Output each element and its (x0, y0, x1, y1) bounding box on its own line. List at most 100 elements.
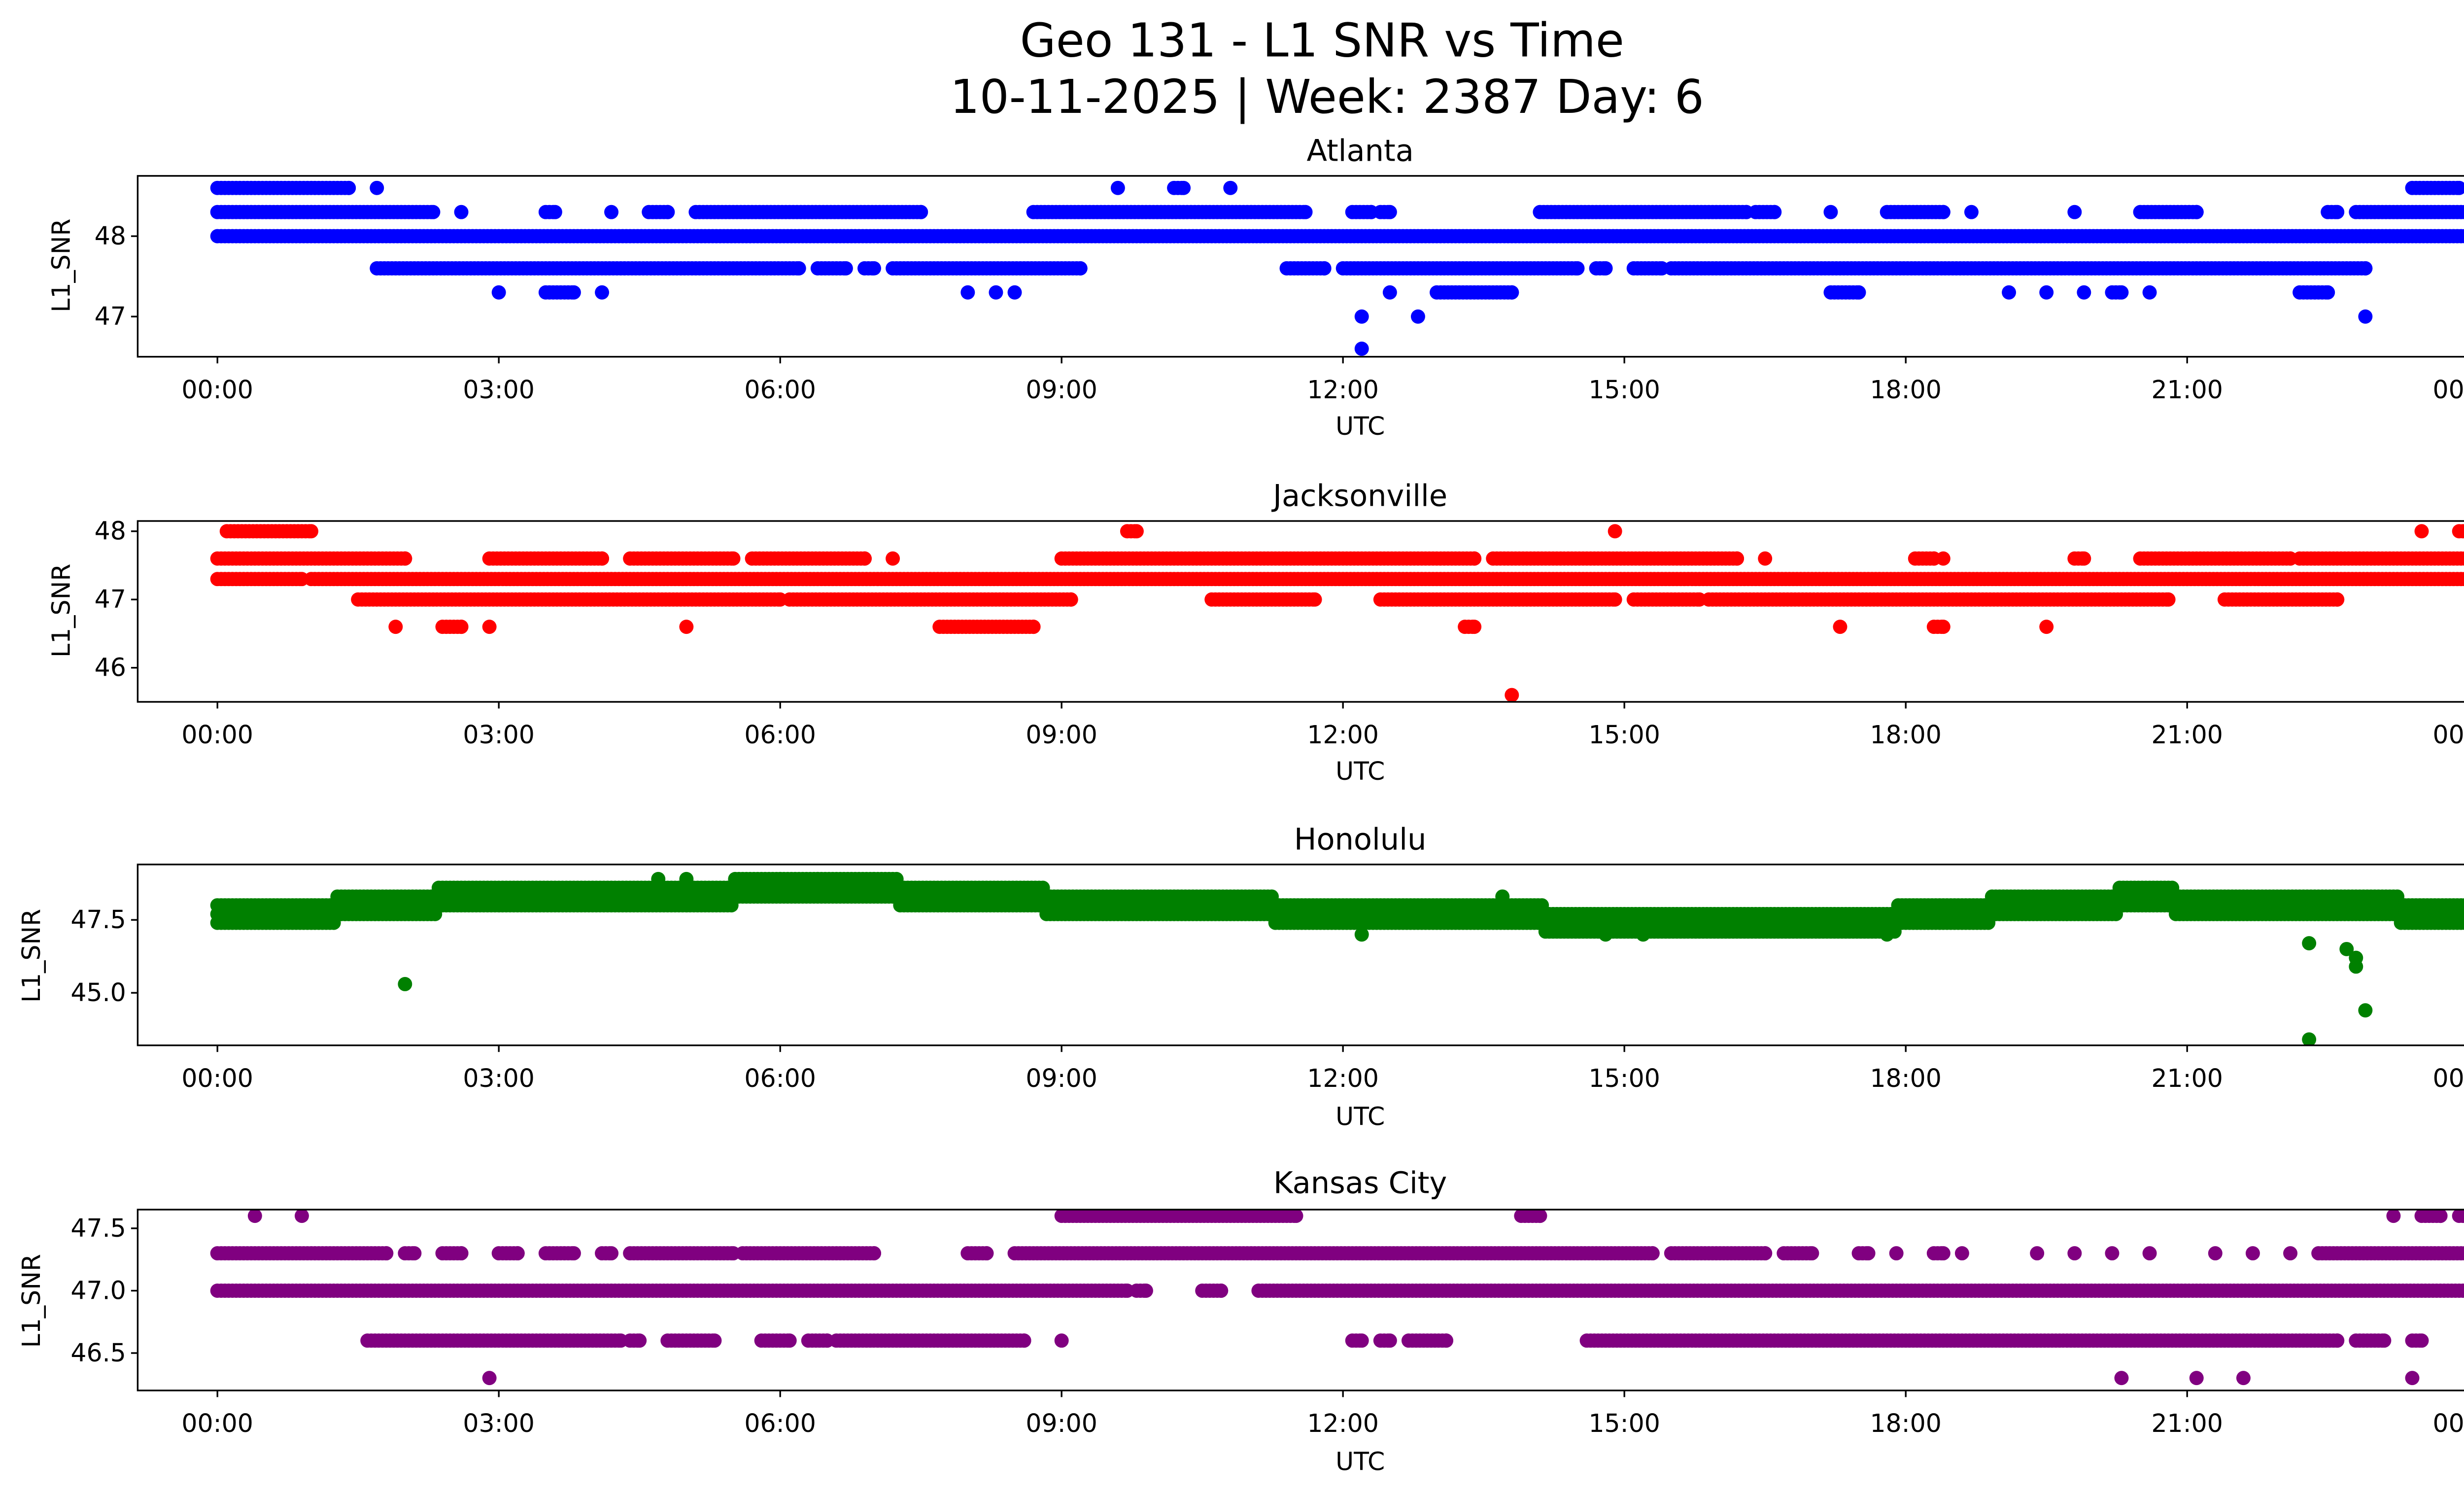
data-point (2114, 285, 2129, 300)
data-point (2039, 285, 2054, 300)
data-point (2452, 180, 2464, 195)
x-tick-label: 06:00 (744, 375, 816, 404)
data-point (1758, 551, 1773, 566)
data-point (595, 551, 610, 566)
data-point (2349, 959, 2363, 974)
x-tick-label: 06:00 (744, 1064, 816, 1093)
x-tick-label: 06:00 (744, 720, 816, 749)
data-point (1176, 180, 1191, 195)
data-point (2077, 551, 2091, 566)
data-point (1495, 889, 1510, 904)
x-tick-label: 00:00 (2432, 375, 2464, 404)
data-point (595, 285, 610, 300)
x-tick-label: 09:00 (1026, 375, 1097, 404)
data-point (1129, 524, 1144, 539)
data-point (1936, 620, 1951, 634)
data-point (1073, 261, 1088, 276)
y-axis-label: L1_SNR (46, 218, 75, 312)
scatter-series (210, 871, 2464, 1045)
data-point (454, 620, 469, 634)
data-point (482, 620, 497, 634)
data-point (1354, 341, 1369, 356)
data-point (342, 180, 356, 195)
data-point (1467, 551, 1482, 566)
y-tick-label: 48 (95, 221, 126, 250)
x-tick-label: 18:00 (1870, 375, 1941, 404)
data-point (1307, 592, 1322, 607)
x-tick-label: 15:00 (1588, 375, 1660, 404)
data-point (810, 871, 825, 886)
data-point (773, 871, 787, 886)
data-point (2358, 261, 2373, 276)
data-point (398, 976, 412, 991)
data-point (566, 285, 581, 300)
data-point (838, 261, 853, 276)
data-point (914, 205, 928, 219)
data-point (1964, 205, 1979, 219)
data-point (398, 551, 412, 566)
data-point (1598, 261, 1613, 276)
data-point (2189, 205, 2204, 219)
data-point (2461, 573, 2464, 585)
data-point (867, 871, 881, 886)
data-point (1110, 180, 1125, 195)
data-point (1936, 205, 1951, 219)
data-point (2461, 207, 2464, 218)
x-tick-label: 03:00 (463, 1064, 534, 1093)
data-point (2414, 524, 2429, 539)
scatter-series (210, 180, 2464, 356)
data-point (2358, 1003, 2373, 1018)
data-point (388, 620, 403, 634)
data-point (1382, 285, 1397, 300)
y-axis-label: L1_SNR (17, 909, 46, 1003)
data-point (679, 620, 694, 634)
data-point (1636, 927, 1650, 942)
x-tick-label: 03:00 (463, 720, 534, 749)
x-axis-label: UTC (1335, 757, 1385, 786)
data-point (1063, 592, 1078, 607)
y-tick-label: 47 (95, 585, 126, 614)
data-point (1598, 927, 1613, 942)
x-tick-label: 12:00 (1307, 375, 1378, 404)
data-point (2067, 205, 2082, 219)
axes-frame (137, 175, 2464, 358)
data-point (867, 261, 881, 276)
data-point (857, 551, 872, 566)
data-point (1505, 688, 1519, 702)
data-point (2039, 620, 2054, 634)
data-point (454, 205, 469, 219)
data-point (1936, 551, 1951, 566)
data-point (1608, 524, 1622, 539)
x-axis-label: UTC (1335, 412, 1385, 441)
y-tick-label: 47 (95, 302, 126, 331)
data-point (1410, 309, 1425, 324)
data-point (2358, 309, 2373, 324)
y-axis-label: L1_SNR (46, 564, 75, 658)
data-point (1823, 205, 1838, 219)
data-point (1570, 261, 1585, 276)
data-point (886, 551, 900, 566)
data-point (426, 205, 441, 219)
data-point (1833, 620, 1848, 634)
data-point (2461, 908, 2464, 920)
x-axis-label: UTC (1335, 1102, 1385, 1131)
data-point (2461, 917, 2464, 929)
scatter-series (210, 524, 2464, 702)
data-point (1730, 551, 1745, 566)
x-tick-label: 00:00 (181, 1064, 253, 1093)
data-point (1317, 261, 1332, 276)
data-point (660, 205, 675, 219)
panel-honolulu: Honolulu UTC L1_SNR 00:00 03:00 06:00 09:00… (17, 823, 2464, 1131)
data-point (1880, 927, 1894, 942)
data-point (2461, 900, 2464, 911)
data-point (548, 205, 562, 219)
data-point (2161, 592, 2176, 607)
x-tick-label: 18:00 (1870, 720, 1941, 749)
y-tick-label: 48 (95, 517, 126, 546)
data-point (960, 285, 975, 300)
data-point (2002, 285, 2017, 300)
data-point (2302, 936, 2317, 951)
x-tick-label: 21:00 (2151, 375, 2223, 404)
data-point (2330, 205, 2345, 219)
